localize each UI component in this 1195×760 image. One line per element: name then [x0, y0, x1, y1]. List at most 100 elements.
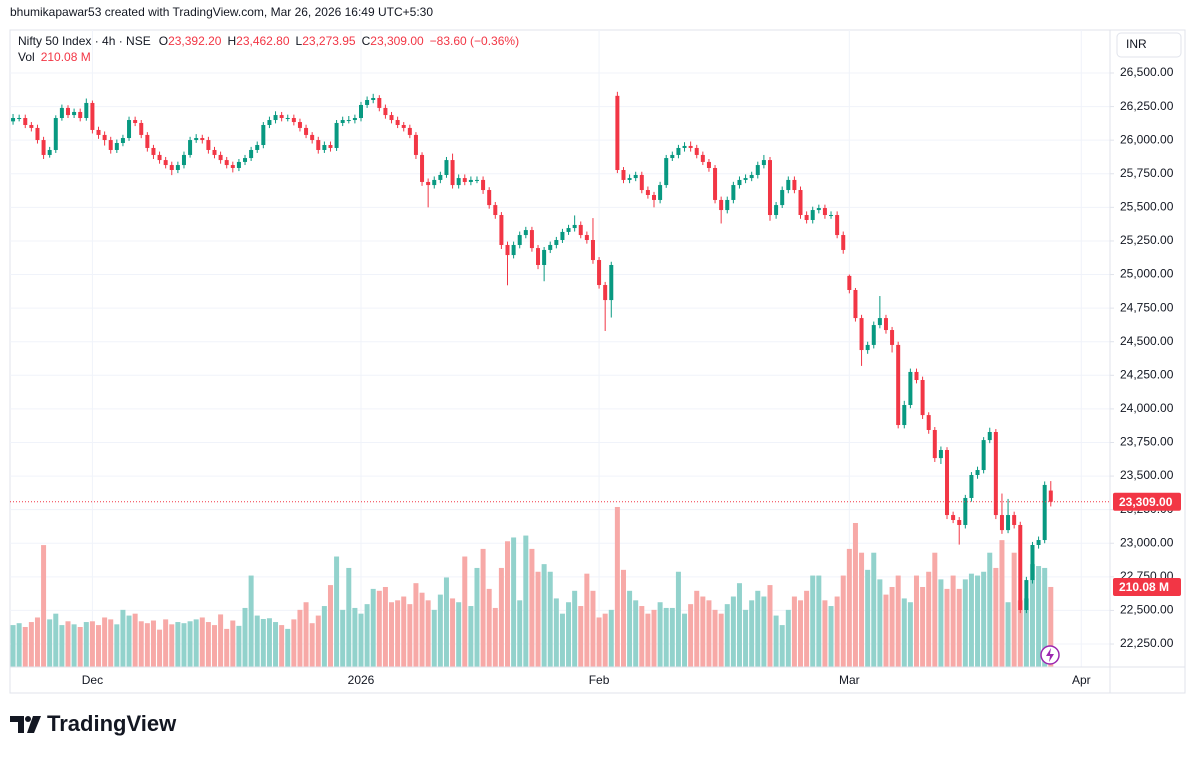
chart-frame	[9, 29, 1186, 694]
volume-bar	[999, 540, 1005, 667]
candle-body	[902, 404, 907, 426]
volume-bar	[260, 618, 266, 667]
candle-body	[249, 149, 254, 159]
candle-body	[816, 208, 821, 211]
candle-body	[1024, 580, 1029, 611]
volume-bar	[181, 623, 187, 667]
y-tick-label: 22,500.00	[1120, 603, 1174, 617]
volume-bar	[10, 625, 16, 667]
volume-bar	[321, 606, 327, 667]
volume-bar	[926, 571, 932, 667]
candle-body	[590, 240, 595, 261]
candle-body	[377, 97, 382, 108]
volume-bar	[505, 541, 511, 667]
volume-bar	[688, 604, 694, 667]
candle-body	[969, 474, 974, 498]
volume-bar	[187, 621, 193, 667]
volume-bar	[877, 579, 883, 667]
volume-bar	[596, 617, 602, 667]
y-tick-label: 22,250.00	[1120, 636, 1174, 650]
volume-bar	[468, 606, 474, 667]
candle-body	[652, 194, 657, 200]
y-tick-label: 25,750.00	[1120, 166, 1174, 180]
candle-body	[914, 371, 919, 381]
volume-bar	[840, 575, 846, 667]
volume-bar	[273, 622, 279, 667]
volume-bar	[132, 613, 138, 667]
candle-body	[859, 318, 864, 351]
candle-body	[993, 432, 998, 516]
candle-body	[627, 178, 632, 180]
volume-bar	[1005, 602, 1011, 667]
y-tick-label: 23,750.00	[1120, 435, 1174, 449]
candle-body	[560, 231, 565, 241]
candle-body	[890, 330, 895, 345]
candle-body	[786, 179, 791, 191]
volume-bar	[981, 571, 987, 667]
y-tick-label: 23,000.00	[1120, 535, 1174, 549]
candle-body	[706, 161, 711, 168]
volume-bar	[193, 619, 199, 667]
candle-body	[835, 215, 840, 236]
candle-body	[102, 134, 107, 141]
volume-bar	[651, 609, 657, 667]
volume-bar	[700, 596, 706, 667]
volume-bar	[419, 592, 425, 667]
volume-bar	[944, 588, 950, 667]
volume-bar	[633, 600, 639, 667]
candle-body	[35, 127, 40, 141]
volume-bar	[767, 585, 773, 667]
candle-body	[865, 344, 870, 351]
volume-bar	[590, 590, 596, 667]
volume-bar	[291, 619, 297, 667]
candle-body	[1018, 524, 1023, 611]
candle-body	[96, 129, 101, 135]
volume-bar	[578, 606, 584, 667]
candle-body	[877, 318, 882, 326]
y-tick-label: 25,000.00	[1120, 267, 1174, 281]
volume-bar	[743, 609, 749, 667]
candle-body	[481, 179, 486, 191]
alert-icon[interactable]	[1040, 645, 1060, 665]
candle-body	[999, 515, 1004, 531]
volume-bar	[199, 617, 205, 667]
candle-body	[334, 122, 339, 148]
volume-bar	[541, 564, 547, 667]
volume-bar	[303, 602, 309, 667]
candle-body	[719, 199, 724, 211]
candle-body	[1012, 515, 1017, 525]
candle-body	[310, 134, 315, 141]
volume-bar	[138, 621, 144, 667]
volume-bar	[785, 609, 791, 667]
volume-bar	[657, 602, 663, 667]
logo-dot	[25, 716, 31, 722]
candle-body	[474, 179, 479, 181]
candle-body	[584, 235, 589, 241]
candle-body	[450, 160, 455, 186]
legend-key: O	[159, 34, 168, 48]
candle-body	[578, 224, 583, 236]
volume-bar	[639, 606, 645, 667]
currency-box[interactable]	[1116, 32, 1182, 58]
volume-bar	[401, 596, 407, 667]
volume-bar	[895, 575, 901, 667]
brand-logo	[10, 716, 41, 733]
candle-body	[346, 120, 351, 122]
candle-body	[352, 118, 357, 121]
volume-bar	[1036, 566, 1042, 667]
volume-bar	[41, 545, 47, 667]
candle-body	[822, 208, 827, 216]
candle-body	[951, 515, 956, 521]
volume-bar	[975, 575, 981, 667]
candle-body	[328, 145, 333, 148]
volume-bar	[620, 569, 626, 667]
legend-value: 23,273.95	[302, 34, 356, 48]
volume-bar	[340, 609, 346, 667]
candle-body	[487, 190, 492, 206]
volume-bar	[779, 625, 785, 667]
volume-bar	[968, 573, 974, 667]
candle-body	[157, 154, 162, 161]
y-tick-label: 25,250.00	[1120, 233, 1174, 247]
volume-bar	[846, 548, 852, 667]
candle-body	[945, 450, 950, 516]
